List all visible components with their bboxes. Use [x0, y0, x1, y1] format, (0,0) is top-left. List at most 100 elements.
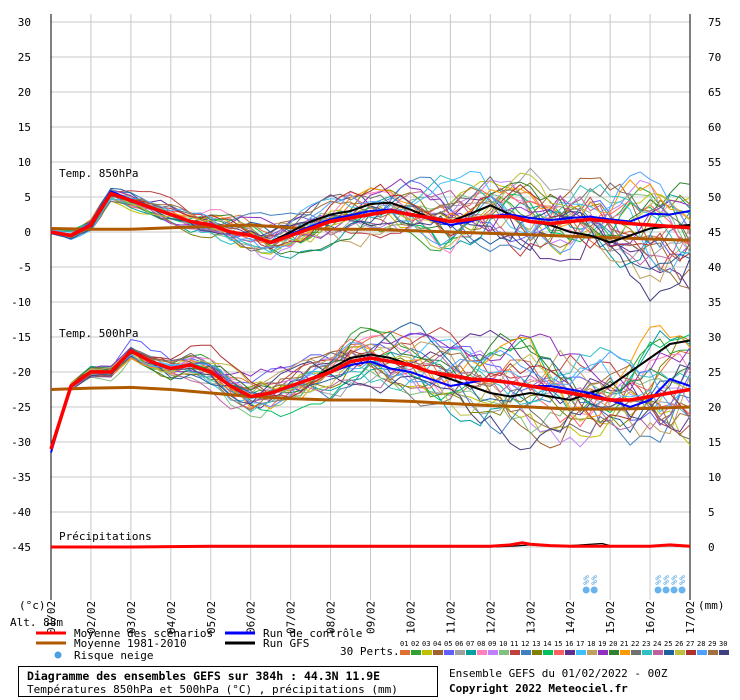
member-number: 13 [532, 640, 540, 648]
left-tick-label: -25 [11, 401, 31, 414]
right-tick-label: 30 [708, 331, 721, 344]
legend-label: Run GFS [263, 637, 309, 650]
snow-risk-marker: %% [582, 575, 591, 585]
member-swatch [488, 650, 498, 655]
snow-risk-marker: %% [670, 575, 679, 585]
right-tick-label: 50 [708, 191, 721, 204]
label-t850: Temp. 850hPa [59, 167, 138, 180]
chart-subtitle: Températures 850hPa et 500hPa (°C) , pré… [27, 683, 398, 696]
panel-labels: Temp. 850hPa Temp. 500hPa Précipitations [59, 167, 152, 543]
right-unit-label: (mm) [698, 599, 725, 612]
member-number: 18 [587, 640, 595, 648]
title-box: Diagramme des ensembles GEFS sur 384h : … [18, 666, 438, 697]
member-number: 05 [444, 640, 452, 648]
member-swatch [400, 650, 410, 655]
date-tick-label: 11/02 [444, 601, 457, 634]
member-number: 23 [642, 640, 650, 648]
snow-risk-markers: %%%%%%%%%%%% [582, 575, 687, 594]
member-swatch [642, 650, 652, 655]
member-number: 02 [411, 640, 419, 648]
snow-risk-marker: %% [654, 575, 663, 585]
snowflake-icon [654, 586, 662, 594]
left-tick-label: -35 [11, 471, 31, 484]
date-tick-label: 12/02 [484, 601, 497, 634]
member-swatch [422, 650, 432, 655]
date-tick-label: 03/02 [125, 601, 138, 634]
member-swatch [477, 650, 487, 655]
left-tick-label: 0 [24, 226, 31, 239]
date-tick-label: 05/02 [205, 601, 218, 634]
date-tick-label: 10/02 [404, 601, 417, 634]
member-number: 20 [609, 640, 617, 648]
member-line [50, 172, 691, 250]
left-tick-label: 25 [18, 51, 31, 64]
member-swatch [664, 650, 674, 655]
run-info-block: Ensemble GEFS du 01/02/2022 - 00Z Copyri… [449, 666, 668, 696]
member-swatch [444, 650, 454, 655]
left-tick-label: 30 [18, 16, 31, 29]
member-swatch [675, 650, 685, 655]
snowflake-icon [590, 586, 598, 594]
members-count-label: 30 Perts. [340, 645, 400, 658]
member-line [50, 174, 691, 254]
date-tick-label: 15/02 [604, 601, 617, 634]
date-tick-label: 08/02 [325, 601, 338, 634]
copyright: Copyright 2022 Meteociel.fr [449, 682, 628, 695]
member-number: 01 [400, 640, 408, 648]
member-swatch [719, 650, 729, 655]
member-swatch [510, 650, 520, 655]
chart-title: Diagramme des ensembles GEFS sur 384h : … [27, 669, 381, 683]
date-tick-label: 06/02 [245, 601, 258, 634]
member-swatch [653, 650, 663, 655]
right-tick-label: 15 [708, 436, 721, 449]
date-tick-label: 01/02 [45, 601, 58, 634]
member-number: 25 [664, 640, 672, 648]
series-line [50, 191, 691, 245]
member-swatch [576, 650, 586, 655]
date-tick-label: 14/02 [564, 601, 577, 634]
member-line [50, 347, 691, 448]
right-tick-label: 55 [708, 156, 721, 169]
member-number: 24 [653, 640, 661, 648]
member-swatch [609, 650, 619, 655]
member-number: 07 [466, 640, 474, 648]
snow-risk-marker: %% [678, 575, 687, 585]
left-tick-label: -15 [11, 331, 31, 344]
member-number: 03 [422, 640, 430, 648]
legend-label: Moyenne 1981-2010 [74, 637, 187, 650]
left-tick-label: -20 [11, 366, 31, 379]
date-tick-label: 04/02 [165, 601, 178, 634]
left-tick-label: -45 [11, 541, 31, 554]
member-number: 29 [708, 640, 716, 648]
snowflake-icon [670, 586, 678, 594]
member-swatch [466, 650, 476, 655]
member-number: 12 [521, 640, 529, 648]
run-info: Ensemble GEFS du 01/02/2022 - 00Z [449, 667, 668, 680]
right-tick-label: 75 [708, 16, 721, 29]
snowflake-icon [582, 586, 590, 594]
member-swatch [598, 650, 608, 655]
right-tick-label: 45 [708, 226, 721, 239]
member-number: 08 [477, 640, 485, 648]
member-swatch [686, 650, 696, 655]
right-tick-label: 10 [708, 471, 721, 484]
x-axis: 01/02 02/02 03/02 04/02 05/02 06/02 07/02 08/02… [45, 601, 697, 634]
member-swatch [620, 650, 630, 655]
member-line [50, 171, 691, 254]
right-tick-label: 70 [708, 51, 721, 64]
altitude-label: Alt. 88m [10, 616, 63, 629]
right-tick-label: 25 [708, 366, 721, 379]
member-swatch [521, 650, 531, 655]
right-tick-label: 20 [708, 401, 721, 414]
left-axis: 30 25 20 15 10 5 0 -5 -10 -15 -20 -25 -30 -35 -40 -45 [11, 16, 31, 554]
member-swatch [697, 650, 707, 655]
member-line [50, 180, 691, 256]
legend-label: Moyenne des scénarios [74, 627, 213, 640]
label-precip: Précipitations [59, 530, 152, 543]
right-tick-label: 40 [708, 261, 721, 274]
snowflake-icon [662, 586, 670, 594]
main-series [49, 190, 691, 549]
member-line [50, 183, 691, 261]
member-number: 17 [576, 640, 584, 648]
